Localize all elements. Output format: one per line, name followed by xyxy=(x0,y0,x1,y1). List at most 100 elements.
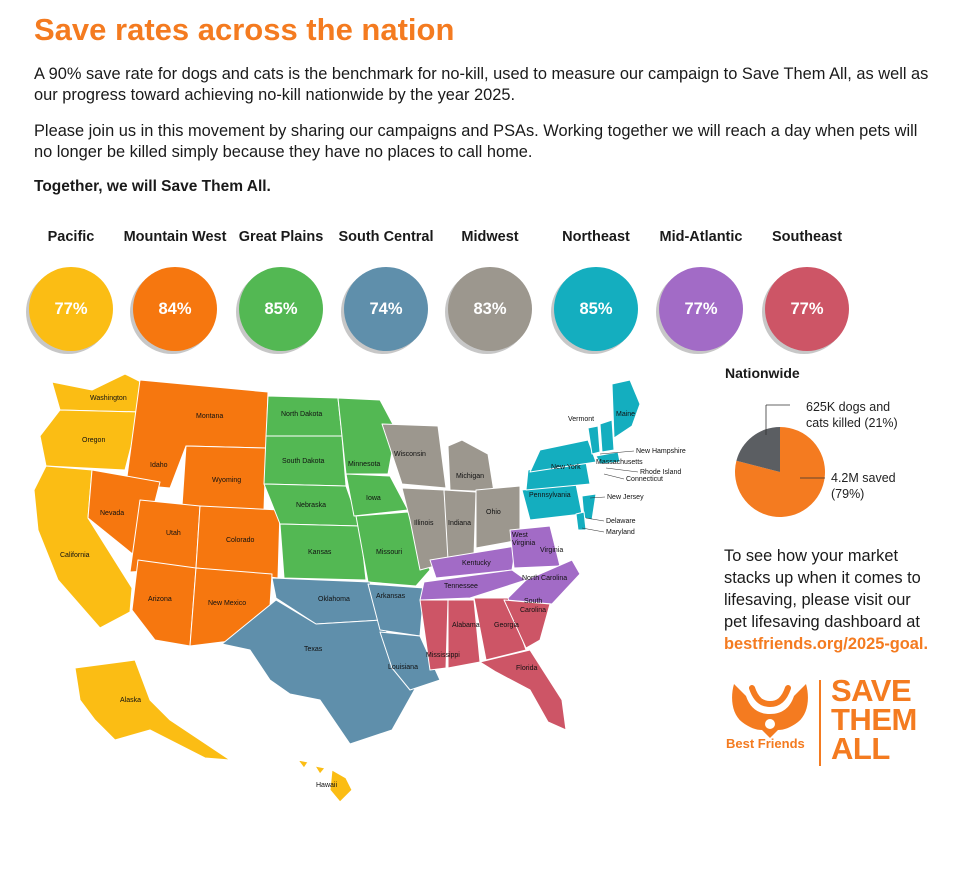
region-mid-atlantic: Mid-Atlantic 77% xyxy=(646,229,756,351)
label-kansas: Kansas xyxy=(308,549,332,556)
label-maryland: Maryland xyxy=(606,529,635,536)
label-wyoming: Wyoming xyxy=(212,477,241,484)
pie-label-killed-line1: 625K dogs and xyxy=(806,400,891,414)
page-title: Save rates across the nation xyxy=(34,12,455,47)
region-northeast: Northeast 85% xyxy=(541,229,651,351)
label-new-jersey: New Jersey xyxy=(607,494,644,501)
nationwide-pie-chart xyxy=(735,404,825,517)
label-illinois: Illinois xyxy=(414,520,434,527)
pie-label-killed-line2: cats killed (21%) xyxy=(806,416,898,430)
label-missouri: Missouri xyxy=(376,549,403,556)
region-name: Midwest xyxy=(461,229,519,245)
save-rate-circle: 74% xyxy=(344,267,428,351)
label-mississippi: Mississippi xyxy=(426,652,460,659)
region-name: Pacific xyxy=(47,229,95,245)
label-indiana: Indiana xyxy=(448,520,471,527)
label-hawaii: Hawaii xyxy=(316,782,337,789)
label-virginia: Virginia xyxy=(540,547,563,554)
wordmark-line: THEM xyxy=(831,702,917,737)
tagline: Together, we will Save Them All. xyxy=(34,178,271,195)
label-alabama: Alabama xyxy=(452,622,480,629)
label-nevada: Nevada xyxy=(100,510,124,517)
region-name: South Central xyxy=(338,229,434,245)
cta-line: pet lifesaving dashboard at xyxy=(724,613,920,631)
label-tennessee: Tennessee xyxy=(444,583,478,590)
pie-label-killed: 625K dogs and cats killed (21%) xyxy=(806,399,898,431)
label-ohio: Ohio xyxy=(486,509,501,516)
label-oregon: Oregon xyxy=(82,437,105,444)
pie-slice-killed xyxy=(736,427,780,472)
region-mountain-west: Mountain West 84% xyxy=(120,229,230,351)
label-new-mexico: New Mexico xyxy=(208,600,246,607)
label-maine: Maine xyxy=(616,411,635,418)
region-midwest: Midwest 83% xyxy=(435,229,545,351)
label-california: California xyxy=(60,552,90,559)
label-louisiana: Louisiana xyxy=(388,664,418,671)
map-region-midwest xyxy=(381,423,521,571)
label-pennsylvania: Pennsylvania xyxy=(529,492,571,499)
map-region-pacific xyxy=(33,373,353,803)
map-region-southeast xyxy=(419,597,567,731)
save-rate-circle: 83% xyxy=(448,267,532,351)
region-name: Mountain West xyxy=(123,229,227,245)
wordmark-line: SAVE xyxy=(831,673,912,708)
map-region-mid-atlantic xyxy=(419,525,581,605)
cta-line: lifesaving, please visit our xyxy=(724,591,911,609)
region-pacific: Pacific 77% xyxy=(16,229,126,351)
label-nebraska: Nebraska xyxy=(296,502,326,509)
region-name: Southeast xyxy=(771,229,843,245)
label-south-carolina-line1: South xyxy=(524,598,542,605)
label-idaho: Idaho xyxy=(150,462,168,469)
label-south-carolina-line2: Carolina xyxy=(520,607,546,614)
label-north-dakota: North Dakota xyxy=(281,411,322,418)
map-region-northeast xyxy=(521,379,641,531)
save-rate-circle: 77% xyxy=(659,267,743,351)
label-kentucky: Kentucky xyxy=(462,560,491,567)
save-them-all-wordmark: SAVE THEM ALL xyxy=(831,673,917,766)
save-rate-circle: 77% xyxy=(29,267,113,351)
label-washington: Washington xyxy=(90,395,127,402)
nationwide-title: Nationwide xyxy=(725,365,800,381)
label-florida: Florida xyxy=(516,665,538,672)
label-west-virginia-line2: Virginia xyxy=(512,540,535,547)
label-arizona: Arizona xyxy=(148,596,172,603)
label-new-york: New York xyxy=(551,464,581,471)
label-oklahoma: Oklahoma xyxy=(318,596,350,603)
save-rate-circle: 85% xyxy=(554,267,638,351)
label-iowa: Iowa xyxy=(366,495,381,502)
label-colorado: Colorado xyxy=(226,537,255,544)
label-vermont: Vermont xyxy=(568,416,594,423)
map-region-south-central xyxy=(221,577,441,745)
wordmark-line: ALL xyxy=(831,731,890,766)
pie-label-saved-line2: (79%) xyxy=(831,487,865,501)
label-new-hampshire: New Hampshire xyxy=(636,448,686,455)
region-south-central: South Central 74% xyxy=(331,229,441,351)
brand-name: Best Friends xyxy=(726,736,805,751)
label-montana: Montana xyxy=(196,413,223,420)
save-rate-circle: 77% xyxy=(765,267,849,351)
logo-divider xyxy=(819,680,821,766)
label-south-dakota: South Dakota xyxy=(282,458,325,465)
region-name: Mid-Atlantic xyxy=(659,229,743,245)
us-map: Washington Oregon California Alaska Hawa… xyxy=(33,373,686,803)
best-friends-logo: Best Friends SAVE THEM ALL xyxy=(722,673,942,776)
label-georgia: Georgia xyxy=(494,622,519,629)
map-region-great-plains xyxy=(263,395,431,587)
label-delaware: Delaware xyxy=(606,518,636,525)
label-west-virginia-line1: West xyxy=(512,532,528,539)
dashboard-link[interactable]: bestfriends.org/2025-goal. xyxy=(724,635,929,653)
save-rate-circle: 85% xyxy=(239,267,323,351)
region-southeast: Southeast 77% xyxy=(752,229,862,351)
region-great-plains: Great Plains 85% xyxy=(226,229,336,351)
save-rate-circle: 84% xyxy=(133,267,217,351)
best-friends-face-icon xyxy=(732,684,808,738)
label-arkansas: Arkansas xyxy=(376,593,406,600)
cta-line: To see how your market xyxy=(724,547,898,565)
cta-line: stacks up when it comes to xyxy=(724,569,921,587)
dashboard-cta: To see how your market stacks up when it… xyxy=(724,545,949,655)
label-texas: Texas xyxy=(304,646,323,653)
label-rhode-island: Rhode Island xyxy=(640,469,681,476)
label-minnesota: Minnesota xyxy=(348,461,380,468)
label-connecticut: Connecticut xyxy=(626,476,663,483)
label-michigan: Michigan xyxy=(456,473,484,480)
